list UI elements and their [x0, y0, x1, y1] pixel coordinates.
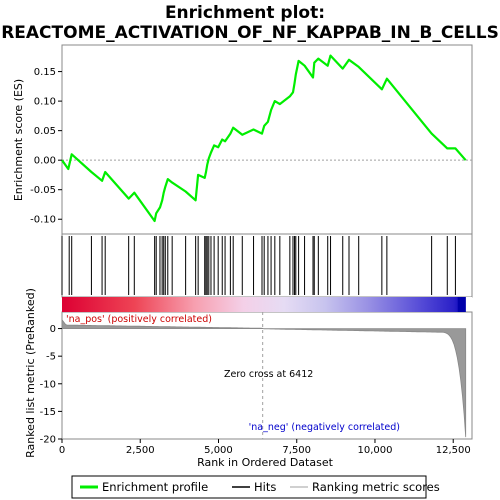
- ranking-metric-scores: 0 -5 -10 -15 -20: [40, 312, 467, 446]
- es-tick-label: 0.00: [34, 156, 56, 167]
- es-tick-label: 0.05: [34, 126, 56, 137]
- metric-area: [61, 318, 467, 438]
- metric-tick-label: -5: [46, 352, 56, 363]
- hit-markers: [61, 236, 456, 295]
- x-tick-label: 5,000: [204, 445, 233, 456]
- es-y-axis-label: Enrichment score (ES): [12, 79, 25, 201]
- x-tick-label: 0: [59, 445, 65, 456]
- metric-y-axis-label: Ranked list metric (PreRanked): [24, 288, 37, 458]
- legend: Enrichment profile Hits Ranking metric s…: [71, 475, 440, 499]
- metric-tick-label: -15: [40, 407, 56, 418]
- metric-tick-label: -20: [40, 435, 56, 446]
- es-tick-label: 0.15: [34, 67, 56, 78]
- pos-correlated-label: 'na_pos' (positively correlated): [66, 314, 212, 325]
- chart-title-line2: REACTOME_ACTIVATION_OF_NF_KAPPAB_IN_B_CE…: [1, 23, 499, 43]
- es-tick-label: -0.10: [30, 215, 56, 226]
- x-axis-label: Rank in Ordered Dataset: [197, 456, 334, 469]
- metric-panel: [61, 311, 473, 440]
- es-tick-label: -0.05: [30, 185, 56, 196]
- es-axis-ticks: -0.10 -0.05 0.00 0.05 0.10 0.15: [30, 67, 472, 226]
- legend-label-enrichment: Enrichment profile: [102, 480, 208, 494]
- legend-label-metric: Ranking metric scores: [312, 480, 440, 494]
- x-tick-label: 10,000: [357, 445, 392, 456]
- rank-color-bar-end: [457, 297, 466, 312]
- rank-color-bar: [62, 297, 466, 312]
- metric-tick-label: 0: [50, 324, 56, 335]
- x-tick-label: 2,500: [126, 445, 155, 456]
- x-tick-label: 12,500: [436, 445, 471, 456]
- enrichment-profile-line: [61, 54, 467, 223]
- x-tick-label: 7,500: [282, 445, 311, 456]
- legend-label-hits: Hits: [254, 480, 276, 494]
- x-axis-ticks: 0 2,500 5,000 7,500 10,000 12,500: [59, 439, 471, 456]
- enrichment-profile: [61, 54, 467, 223]
- neg-correlated-label: 'na_neg' (negatively correlated): [249, 422, 400, 433]
- hits-panel: [61, 233, 473, 298]
- es-tick-label: 0.10: [34, 97, 56, 108]
- zero-cross-label: Zero cross at 6412: [224, 369, 313, 380]
- chart-title-line1: Enrichment plot:: [165, 3, 325, 23]
- es-panel: [61, 44, 473, 235]
- metric-tick-label: -10: [40, 379, 56, 390]
